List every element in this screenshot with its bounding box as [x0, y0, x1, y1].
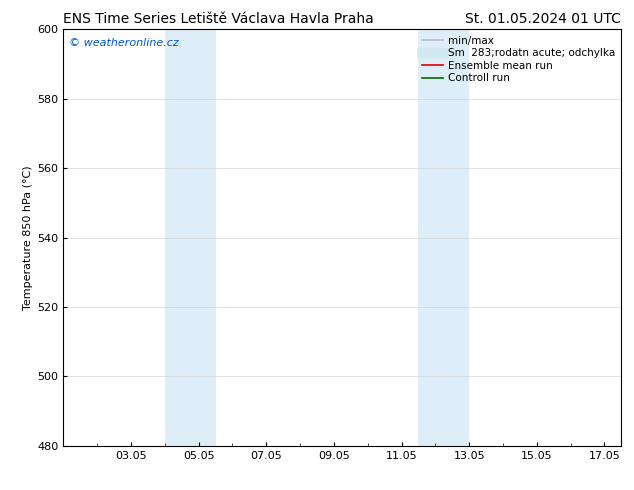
Y-axis label: Temperature 850 hPa (°C): Temperature 850 hPa (°C): [23, 165, 33, 310]
Text: St. 01.05.2024 01 UTC: St. 01.05.2024 01 UTC: [465, 12, 621, 26]
Bar: [165, 29, 216, 446]
Bar: [418, 29, 469, 446]
Text: © weatheronline.cz: © weatheronline.cz: [69, 38, 179, 48]
Legend: min/max, Sm  283;rodatn acute; odchylka, Ensemble mean run, Controll run: min/max, Sm 283;rodatn acute; odchylka, …: [418, 31, 619, 88]
Text: ENS Time Series Letiště Václava Havla Praha: ENS Time Series Letiště Václava Havla Pr…: [63, 12, 374, 26]
